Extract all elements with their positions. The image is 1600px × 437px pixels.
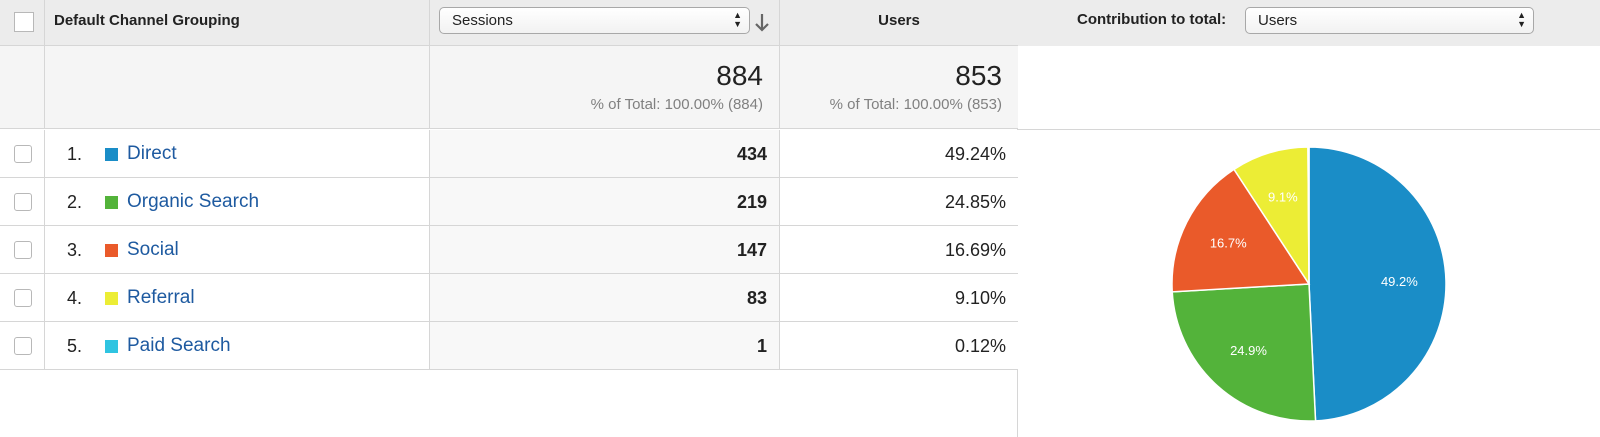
header-checkbox-cell (0, 0, 45, 45)
row-name-cell: 4. Referral (45, 274, 430, 321)
row-sessions: 147 (736, 240, 767, 260)
row-name-cell: 5. Paid Search (45, 322, 430, 369)
row-checkbox[interactable] (14, 193, 32, 211)
contribution-label: Contribution to total: (1077, 11, 1227, 28)
sort-descending-icon[interactable] (753, 11, 771, 33)
totals-sessions-cell: 884 % of Total: 100.00% (884) (430, 46, 780, 128)
row-sessions-cell: 219 (430, 178, 780, 225)
table-row: 2. Organic Search 219 24.85% (0, 178, 1018, 226)
pie-slice-2[interactable] (1171, 168, 1311, 293)
totals-check-cell (0, 46, 45, 128)
table-row: 4. Referral 83 9.10% (0, 274, 1018, 322)
table-header: Default Channel Grouping Sessions ▲ ▼ Use… (0, 0, 1018, 46)
row-name-cell: 3. Social (45, 226, 430, 273)
row-sessions-cell: 83 (430, 274, 780, 321)
row-color-swatch (105, 244, 118, 257)
pie-slice-label-0: 49.2% (1381, 274, 1418, 289)
table-row: 3. Social 147 16.69% (0, 226, 1018, 274)
row-sessions-cell: 1 (430, 322, 780, 369)
row-name-cell: 2. Organic Search (45, 178, 430, 225)
pie-slice-label-3: 9.1% (1268, 189, 1298, 204)
channel-link[interactable]: Social (127, 239, 179, 260)
row-users-pct: 0.12% (954, 336, 1006, 356)
pie-slice-label-1: 24.9% (1230, 343, 1267, 358)
pie-slice-0[interactable] (1308, 146, 1447, 422)
row-checkbox[interactable] (14, 337, 32, 355)
row-sessions-cell: 434 (430, 130, 780, 177)
row-check-cell (0, 226, 45, 273)
row-rank: 4. (67, 288, 83, 308)
row-sessions: 219 (736, 192, 767, 212)
users-header[interactable]: Users (878, 12, 920, 29)
row-users-pct: 24.85% (944, 192, 1006, 212)
row-color-swatch (105, 196, 118, 209)
channel-link[interactable]: Organic Search (127, 191, 260, 212)
row-users-cell: 24.85% (780, 178, 1018, 225)
row-sessions: 434 (736, 144, 767, 164)
totals-row: 884 % of Total: 100.00% (884) 853 % of T… (0, 46, 1018, 129)
row-color-swatch (105, 340, 118, 353)
pie-slice-1[interactable] (1171, 283, 1317, 422)
row-users-cell: 9.10% (780, 274, 1018, 321)
row-color-swatch (105, 292, 118, 305)
row-rank: 5. (67, 336, 83, 356)
row-rank: 2. (67, 192, 83, 212)
totals-name-cell (45, 46, 430, 128)
row-rank: 3. (67, 240, 83, 260)
row-checkbox[interactable] (14, 241, 32, 259)
table-row: 5. Paid Search 1 0.12% (0, 322, 1018, 370)
row-rank: 1. (67, 144, 83, 164)
pie-slice-3[interactable] (1232, 146, 1310, 287)
metric-select[interactable]: Sessions ▲ ▼ (439, 7, 750, 34)
total-users-pct: % of Total: 100.00% (853) (829, 96, 1002, 113)
dimension-header[interactable]: Default Channel Grouping (54, 12, 240, 29)
contribution-select-value: Users (1258, 12, 1298, 29)
channel-link[interactable]: Paid Search (127, 335, 231, 356)
row-check-cell (0, 178, 45, 225)
total-sessions-pct: % of Total: 100.00% (884) (590, 96, 763, 113)
row-users-pct: 49.24% (944, 144, 1006, 164)
row-check-cell (0, 322, 45, 369)
total-sessions: 884 (716, 60, 763, 91)
row-users-cell: 0.12% (780, 322, 1018, 369)
contribution-pie-chart: 49.2% 24.9% 16.7% 9.1% (1171, 146, 1447, 422)
metric-select-value: Sessions (452, 12, 513, 29)
total-users: 853 (955, 60, 1002, 91)
row-checkbox[interactable] (14, 145, 32, 163)
dimension-header-cell: Default Channel Grouping (45, 0, 430, 45)
row-check-cell (0, 130, 45, 177)
table-row: 1. Direct 434 49.24% (0, 130, 1018, 178)
row-sessions: 83 (746, 288, 767, 308)
row-color-swatch (105, 148, 118, 161)
metric-header-cell: Sessions ▲ ▼ (430, 0, 780, 45)
row-users-cell: 16.69% (780, 226, 1018, 273)
select-arrows-icon: ▲ ▼ (733, 10, 742, 29)
contribution-header: Contribution to total: Users ▲ ▼ (1018, 0, 1600, 46)
users-header-cell: Users (780, 0, 1018, 45)
row-check-cell (0, 274, 45, 321)
contribution-divider (1018, 129, 1600, 130)
totals-users-cell: 853 % of Total: 100.00% (853) (780, 46, 1018, 128)
select-arrows-icon: ▲ ▼ (1517, 10, 1526, 29)
select-all-checkbox[interactable] (14, 12, 34, 32)
channel-link[interactable]: Direct (127, 143, 177, 164)
row-name-cell: 1. Direct (45, 130, 430, 177)
row-users-pct: 16.69% (944, 240, 1006, 260)
data-table: Default Channel Grouping Sessions ▲ ▼ Use… (0, 0, 1018, 437)
pie-slice-label-2: 16.7% (1210, 235, 1247, 250)
row-users-pct: 9.10% (954, 288, 1006, 308)
pie-slice-4[interactable] (1307, 146, 1310, 285)
row-sessions: 1 (756, 336, 767, 356)
row-users-cell: 49.24% (780, 130, 1018, 177)
row-sessions-cell: 147 (430, 226, 780, 273)
row-checkbox[interactable] (14, 289, 32, 307)
contribution-select[interactable]: Users ▲ ▼ (1245, 7, 1534, 34)
channel-link[interactable]: Referral (127, 287, 195, 308)
